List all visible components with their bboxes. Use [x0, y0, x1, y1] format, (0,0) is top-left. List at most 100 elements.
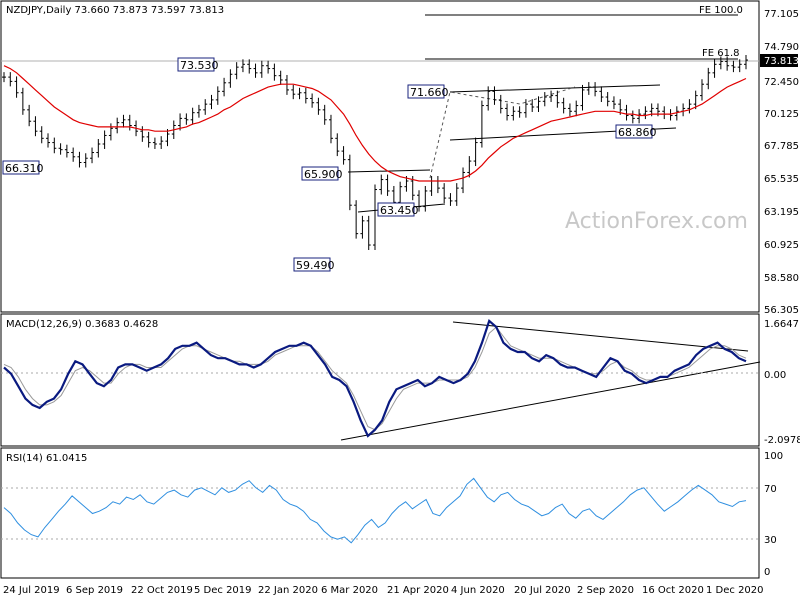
price-bar	[467, 156, 472, 178]
rsi-title: RSI(14) 61.0415	[6, 453, 87, 464]
price-bar	[146, 131, 151, 148]
rsi-tick: 0	[764, 567, 770, 578]
price-bar	[335, 133, 340, 157]
date-tick: 22 Jan 2020	[258, 585, 318, 596]
label-fe-100: FE 100.0	[699, 5, 743, 16]
price-bar	[486, 86, 491, 111]
last-price-label: 73.813	[764, 56, 799, 67]
price-bar	[492, 86, 497, 105]
price-bar	[303, 87, 308, 104]
macd-tick: 1.6647	[764, 319, 799, 330]
macd-upper-trendline	[452, 321, 749, 352]
price-tick: 65.535	[764, 174, 799, 185]
price-bar	[14, 76, 19, 98]
price-bar	[442, 183, 447, 204]
price-bar	[693, 90, 698, 110]
price-bar	[731, 60, 736, 73]
label-box-59490	[293, 257, 331, 272]
date-tick: 22 Oct 2019	[131, 585, 193, 596]
price-bar	[605, 92, 610, 107]
date-axis: 24 Jul 2019 6 Sep 2019 22 Oct 2019 5 Dec…	[3, 585, 764, 596]
price-bar	[737, 59, 742, 73]
price-bar	[272, 63, 277, 81]
price-bar	[523, 99, 528, 118]
price-bar	[27, 104, 32, 127]
symbol-header: NZDJPY,Daily 73.660 73.873 73.597 73.813	[6, 5, 224, 16]
price-bar	[744, 55, 748, 70]
date-tick: 5 Dec 2019	[194, 585, 252, 596]
date-tick: 4 Jun 2020	[451, 585, 505, 596]
price-bar	[322, 104, 327, 125]
price-tick: 70.125	[764, 109, 799, 120]
price-bar	[140, 126, 145, 142]
price-bar	[637, 109, 642, 124]
price-bar	[511, 106, 516, 121]
price-bar	[674, 106, 679, 121]
price-bar	[498, 94, 503, 114]
price-bar	[316, 97, 321, 115]
price-bar	[115, 117, 120, 134]
price-bar	[278, 70, 283, 85]
label-65900: 65.900	[304, 168, 343, 181]
price-bar	[203, 99, 208, 115]
moving-average-line	[3, 65, 747, 182]
label-box-63450	[377, 202, 415, 217]
price-bar	[341, 146, 346, 165]
label-box-66310	[2, 160, 40, 175]
price-bar	[240, 59, 245, 73]
label-box-71660	[407, 84, 445, 99]
price-tick: 63.195	[764, 207, 799, 218]
price-bar	[505, 103, 510, 121]
price-bar	[64, 144, 69, 158]
price-bar	[196, 104, 201, 118]
price-bar	[310, 93, 315, 108]
label-59490: 59.490	[296, 259, 335, 272]
date-tick: 6 Sep 2019	[66, 585, 123, 596]
price-bar	[222, 77, 227, 97]
price-bar	[643, 106, 648, 120]
rsi-tick: 70	[764, 484, 777, 495]
price-bar	[580, 84, 585, 111]
price-tick: 74.790	[764, 42, 799, 53]
rsi-panel	[0, 447, 760, 579]
price-bar	[190, 107, 195, 125]
rsi-tick: 100	[764, 451, 783, 462]
label-box-68860	[615, 124, 653, 139]
price-bar	[52, 137, 57, 154]
price-bar	[291, 84, 296, 100]
price-bar	[593, 82, 598, 97]
macd-lower-trendline	[340, 361, 761, 441]
price-bar	[360, 215, 365, 239]
date-tick: 20 Jul 2020	[514, 585, 571, 596]
price-bar	[379, 174, 384, 195]
price-bar	[586, 82, 591, 95]
price-bar	[530, 99, 535, 112]
watermark: ActionForex.com	[565, 209, 748, 234]
price-bar	[8, 72, 13, 87]
price-bar	[549, 90, 554, 103]
price-bar	[46, 133, 51, 148]
price-bar	[234, 62, 239, 80]
label-box-73530	[177, 57, 215, 72]
price-bar	[96, 139, 101, 158]
price-bar	[630, 110, 635, 124]
macd-tick: -2.0978	[764, 435, 800, 446]
price-bar	[178, 113, 183, 131]
label-71660: 71.660	[410, 86, 449, 99]
price-bar	[71, 147, 76, 162]
price-bar	[228, 69, 233, 88]
price-bar	[159, 136, 164, 149]
price-bar	[461, 167, 466, 194]
price-bar	[33, 116, 38, 137]
price-bar	[20, 87, 25, 115]
date-tick: 16 Oct 2020	[642, 585, 704, 596]
price-bar	[567, 103, 572, 117]
macd-line	[3, 318, 747, 438]
price-bar	[699, 79, 704, 101]
price-bar	[561, 97, 566, 114]
price-bar	[706, 67, 711, 90]
price-bar	[611, 96, 616, 110]
price-bar	[385, 174, 390, 196]
date-tick: 2 Sep 2020	[577, 585, 634, 596]
label-fe-61-8: FE 61.8	[702, 48, 740, 59]
